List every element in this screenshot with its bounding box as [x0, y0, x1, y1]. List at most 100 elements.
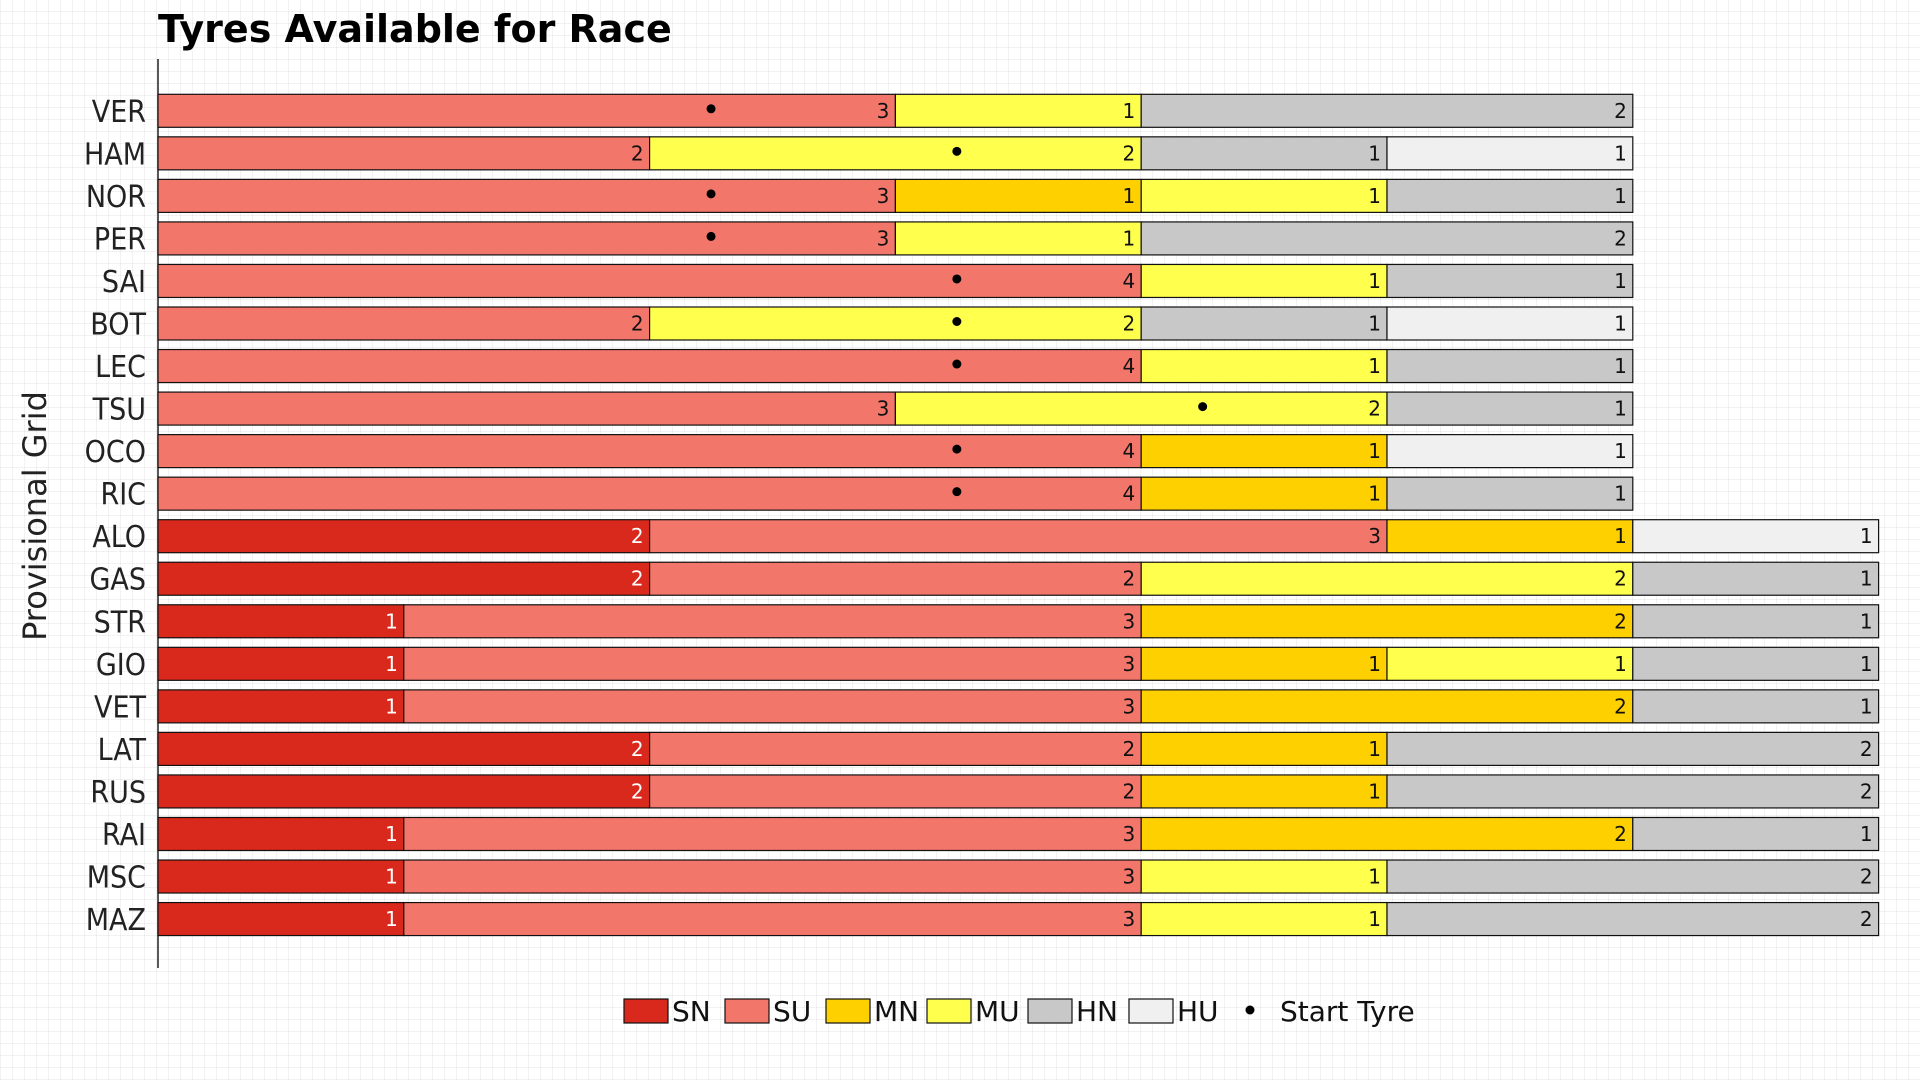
segment-count-label: 3	[1122, 652, 1135, 676]
bar-segment-mu	[894, 391, 1388, 426]
segment-count-label: 4	[1122, 269, 1135, 293]
segment-count-label: 1	[1368, 907, 1381, 931]
bar-segment-su	[157, 476, 1142, 511]
legend-label: MN	[874, 995, 919, 1028]
segment-count-label: 4	[1122, 354, 1135, 378]
segment-count-label: 1	[1368, 865, 1381, 889]
segment-count-label: 3	[1122, 609, 1135, 633]
bar-segment-su	[648, 561, 1142, 596]
segment-count-label: 3	[877, 184, 890, 208]
segment-count-label: 1	[1368, 312, 1381, 336]
driver-label: BOT	[90, 308, 146, 343]
segment-count-label: 1	[1122, 184, 1135, 208]
segment-count-label: 4	[1122, 482, 1135, 506]
driver-row-alo: ALO 2 3 1 1	[92, 519, 1880, 555]
driver-row-str: STR 1 3 2 1	[94, 604, 1880, 640]
legend-label: SN	[672, 995, 711, 1028]
legend-swatch	[926, 998, 972, 1024]
segment-count-label: 1	[1614, 312, 1627, 336]
bar-segment-su	[157, 263, 1142, 299]
driver-label: OCO	[85, 435, 146, 470]
driver-label: VET	[94, 690, 147, 725]
legend-swatch	[724, 998, 770, 1024]
segment-count-label: 1	[1368, 439, 1381, 463]
start-tyre-marker	[952, 274, 962, 284]
start-tyre-marker	[952, 146, 962, 156]
segment-count-label: 1	[1368, 141, 1381, 165]
segment-count-label: 1	[1614, 439, 1627, 463]
segment-count-label: 2	[631, 141, 644, 165]
segment-count-label: 1	[385, 907, 398, 931]
bar-segment-sn	[157, 604, 405, 639]
bar-segment-hn	[1140, 221, 1634, 256]
segment-count-label: 3	[1368, 524, 1381, 548]
driver-row-oco: OCO 4 1 1	[85, 434, 1634, 470]
segment-count-label: 3	[877, 397, 890, 421]
bar-segment-hn	[1386, 476, 1634, 511]
bar-segment-mn	[1140, 689, 1634, 724]
driver-row-rus: RUS 2 2 1 2	[90, 774, 1880, 810]
segment-count-label: 1	[1614, 269, 1627, 293]
segment-count-label: 2	[1614, 694, 1627, 718]
driver-row-per: PER 3 1 2	[94, 221, 1634, 257]
bar-segment-mu	[894, 93, 1142, 128]
driver-row-maz: MAZ 1 3 1 2	[86, 901, 1880, 938]
legend-item-hu: HU	[1128, 995, 1219, 1028]
driver-row-tsu: TSU 3 2 1	[92, 391, 1634, 428]
segment-count-label: 1	[1614, 652, 1627, 676]
bar-segment-su	[403, 646, 1142, 681]
start-tyre-marker	[1198, 402, 1208, 412]
driver-label: RIC	[100, 478, 146, 513]
segment-count-label: 1	[1860, 567, 1873, 591]
driver-label: LAT	[98, 733, 147, 768]
legend: SN SU MN MU HN HU Start Tyre	[623, 995, 1415, 1028]
segment-count-label: 2	[1614, 822, 1627, 846]
driver-row-nor: NOR 3 1 1 1	[86, 178, 1634, 215]
bar-segment-hu	[1386, 434, 1634, 469]
segment-count-label: 1	[1368, 737, 1381, 761]
start-tyre-marker	[952, 317, 962, 326]
bar-segment-mn	[1140, 774, 1388, 809]
bar-segment-hn	[1386, 731, 1880, 767]
driver-label: TSU	[92, 393, 146, 428]
bar-segment-su	[157, 221, 897, 256]
driver-label: MSC	[87, 861, 146, 896]
start-tyre-marker	[706, 231, 716, 241]
bar-segment-mu	[1140, 263, 1388, 299]
bar-segment-hn	[1386, 178, 1634, 213]
segment-count-label: 2	[631, 524, 644, 548]
bar-segment-hu	[1386, 306, 1634, 341]
bar-segment-mu	[648, 136, 1142, 171]
segment-count-label: 2	[631, 567, 644, 591]
bar-segment-su	[403, 689, 1142, 724]
segment-count-label: 2	[1122, 737, 1135, 761]
bar-segment-su	[157, 434, 1142, 469]
segment-count-label: 1	[1860, 652, 1873, 676]
driver-row-rai: RAI 1 3 2 1	[102, 816, 1880, 853]
legend-item-mu: MU	[926, 995, 1020, 1028]
legend-label: HU	[1177, 995, 1219, 1028]
driver-row-vet: VET 1 3 2 1	[94, 689, 1880, 725]
segment-count-label: 1	[1368, 269, 1381, 293]
segment-count-label: 2	[1122, 141, 1135, 165]
legend-label: HN	[1076, 995, 1118, 1028]
start-tyre-marker	[952, 359, 962, 369]
bar-segment-hn	[1386, 901, 1880, 937]
legend-swatch	[825, 998, 871, 1024]
bar-segment-mn	[1140, 731, 1388, 767]
driver-label: SAI	[102, 265, 146, 300]
bar-segment-mu	[1140, 859, 1388, 894]
segment-count-label: 1	[385, 822, 398, 846]
bar-segment-su	[157, 178, 897, 213]
driver-label: RUS	[90, 775, 146, 810]
segment-count-label: 1	[1614, 184, 1627, 208]
driver-row-ham: HAM 2 2 1 1	[84, 136, 1634, 172]
driver-label: ALO	[92, 520, 146, 555]
segment-count-label: 2	[1614, 226, 1627, 250]
bar-segment-su	[403, 859, 1142, 894]
bar-segment-su	[157, 306, 651, 341]
bar-segment-mu	[1140, 561, 1634, 596]
bar-segment-hn	[1632, 604, 1880, 639]
segment-count-label: 1	[385, 652, 398, 676]
